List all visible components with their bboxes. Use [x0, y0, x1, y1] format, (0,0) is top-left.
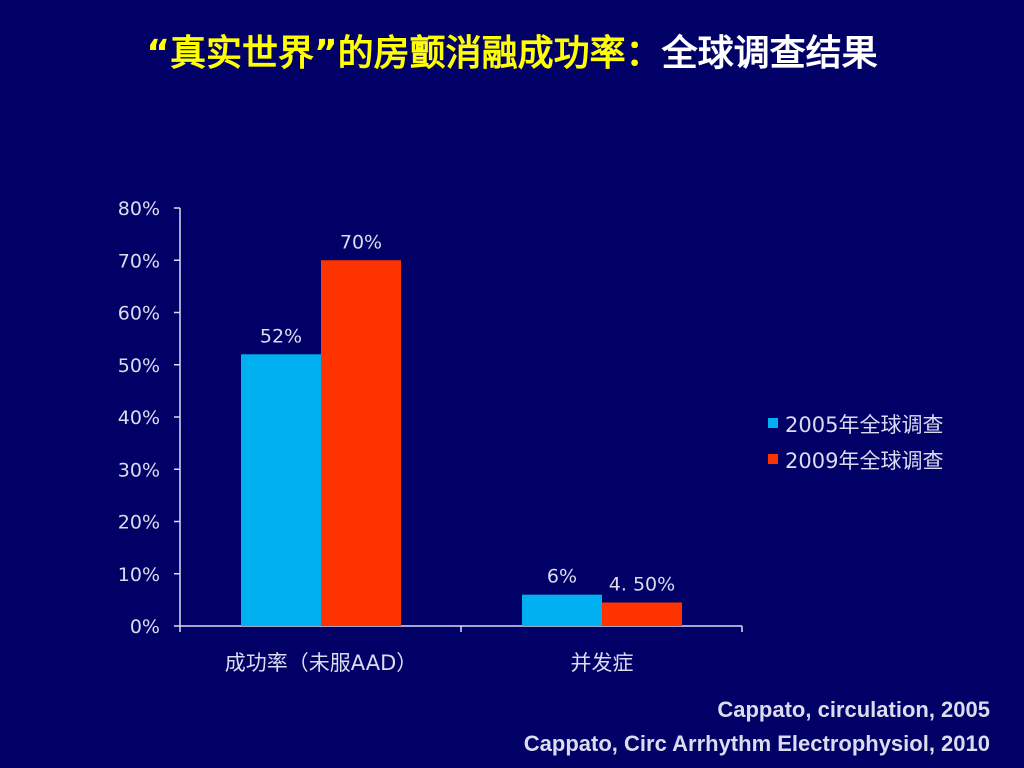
slide-title-rest: 全球调查结果: [661, 33, 878, 74]
y-tick-label: 0%: [130, 616, 160, 638]
y-tick-label: 60%: [118, 303, 160, 325]
y-tick-label: 10%: [118, 564, 160, 586]
y-tick-label: 30%: [118, 459, 160, 481]
legend-swatch: [768, 454, 778, 464]
legend-swatch: [768, 418, 778, 428]
data-label: 52%: [260, 325, 302, 347]
x-tick-label: 并发症: [571, 651, 634, 675]
y-tick-label: 80%: [118, 198, 160, 220]
data-label: 4. 50%: [609, 573, 675, 595]
y-tick-label: 40%: [118, 407, 160, 429]
citation-2005: Cappato, circulation, 2005: [717, 697, 990, 722]
y-tick-label: 20%: [118, 512, 160, 534]
legend-label: 2009年全球调查: [785, 449, 943, 473]
legend-label: 2005年全球调查: [785, 413, 943, 437]
y-tick-label: 70%: [118, 250, 160, 272]
slide-title: “真实世界”的房颤消融成功率：全球调查结果: [0, 30, 1024, 78]
bar: [602, 602, 682, 626]
x-tick-label: 成功率（未服AAD）: [225, 651, 418, 675]
data-label: 6%: [547, 566, 577, 588]
y-tick-label: 50%: [118, 355, 160, 377]
bar: [522, 594, 602, 626]
slide-title-highlight: “真实世界”的房颤消融成功率：: [146, 33, 662, 74]
citation-2010: Cappato, Circ Arrhythm Electrophysiol, 2…: [523, 731, 990, 756]
bar: [321, 260, 401, 626]
bar: [241, 354, 321, 626]
data-label: 70%: [340, 231, 382, 253]
